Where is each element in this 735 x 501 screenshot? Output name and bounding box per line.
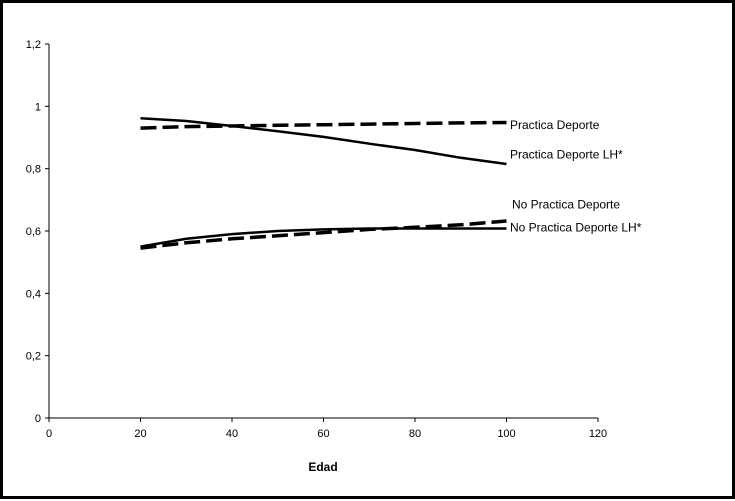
x-tick-label: 120 xyxy=(589,428,607,440)
x-axis-title: Edad xyxy=(308,460,337,474)
series-line-2 xyxy=(140,116,507,166)
x-tick-label: 20 xyxy=(134,428,146,440)
series-line-4 xyxy=(140,227,507,248)
series-label-2: Practica Deporte LH* xyxy=(510,148,623,162)
chart-series xyxy=(140,116,507,250)
y-tick-label: 0,8 xyxy=(26,164,41,176)
chart-axes: 0 0,2 0,4 0,6 0,8 1 1,2 0 20 40 60 80 100 120 xyxy=(26,39,607,440)
y-tick-label: 0,6 xyxy=(26,226,41,238)
x-tick-label: 60 xyxy=(317,428,329,440)
x-tick-label: 0 xyxy=(46,428,52,440)
series-label-1: Practica Deporte xyxy=(510,118,600,132)
y-tick-label: 1,2 xyxy=(26,39,41,51)
x-tick-label: 40 xyxy=(226,428,238,440)
series-label-4: No Practica Deporte LH* xyxy=(510,220,642,234)
y-tick-label: 0,2 xyxy=(26,351,41,363)
y-tick-label: 0 xyxy=(35,413,41,425)
chart-series-labels: Practica Deporte Practica Deporte LH* No P… xyxy=(510,118,642,234)
series-line-1 xyxy=(140,120,507,130)
line-chart: 0 0,2 0,4 0,6 0,8 1 1,2 0 20 40 60 80 100 120 Practic… xyxy=(26,39,642,474)
series-label-3: No Practica Deporte xyxy=(512,198,620,212)
x-tick-label: 80 xyxy=(409,428,421,440)
x-tick-label: 100 xyxy=(497,428,515,440)
y-tick-label: 1 xyxy=(35,101,41,113)
y-tick-label: 0,4 xyxy=(26,288,41,300)
series-line-3 xyxy=(140,219,507,250)
